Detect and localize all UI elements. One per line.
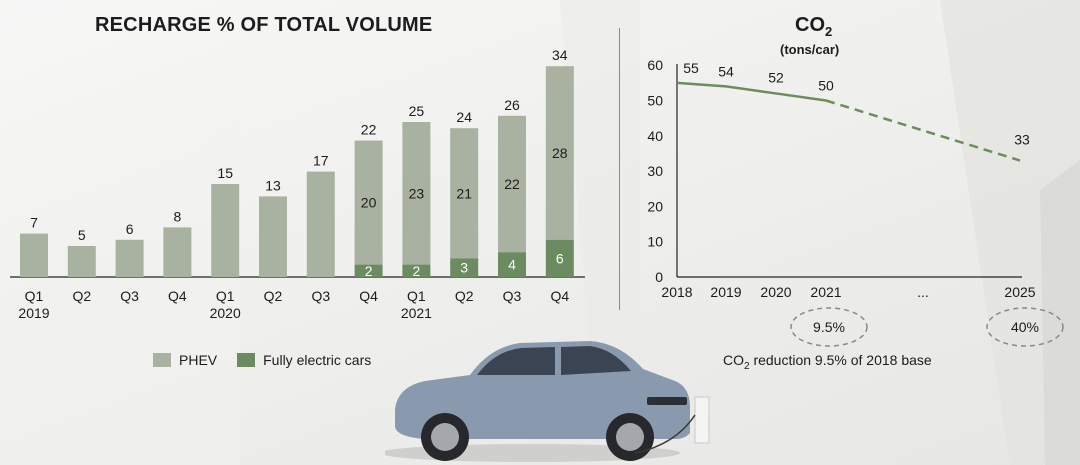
bar-year-label: 2019 xyxy=(18,305,49,321)
co2-value-label: 54 xyxy=(718,63,734,79)
bar-electric-label: 6 xyxy=(556,250,564,266)
y-tick-label: 50 xyxy=(647,93,663,109)
bar-electric-label: 4 xyxy=(508,257,516,273)
bar-electric xyxy=(354,264,383,277)
legend-label-electric: Fully electric cars xyxy=(263,352,372,368)
bar-phev-label: 21 xyxy=(456,185,472,201)
legend-swatch-phev xyxy=(153,353,171,367)
bar-electric xyxy=(545,239,574,277)
bar-chart-title: RECHARGE % OF TOTAL VOLUME xyxy=(95,14,433,36)
bar-electric-label: 3 xyxy=(460,260,468,276)
line-chart-units: (tons/car) xyxy=(780,42,840,57)
x-tick-label: 2019 xyxy=(710,284,741,300)
bar-quarter-label: Q4 xyxy=(168,288,187,304)
legend-label-phev: PHEV xyxy=(179,352,218,368)
co2-value-label: 33 xyxy=(1014,132,1030,148)
bar-total-label: 15 xyxy=(217,165,233,181)
bar-electric xyxy=(402,264,431,277)
ellipse-2025 xyxy=(986,307,1064,347)
legend-item-phev: PHEV xyxy=(153,352,217,368)
x-tick-label: 2018 xyxy=(661,284,692,300)
bar-total-label: 22 xyxy=(361,122,377,138)
bar-total-label: 34 xyxy=(552,47,568,63)
bar-phev xyxy=(306,171,335,277)
bar-total-label: 24 xyxy=(456,109,472,125)
bar-year-label: 2021 xyxy=(401,305,432,321)
bar-phev xyxy=(259,196,287,277)
x-tick-label: 2021 xyxy=(810,284,841,300)
line-chart-title: CO2 xyxy=(795,14,833,39)
reduction-2025-label: 40% xyxy=(1010,319,1040,335)
bar-phev-label: 22 xyxy=(504,176,520,192)
co2-value-label: 52 xyxy=(768,69,784,85)
bar-quarter-label: Q2 xyxy=(264,288,283,304)
bar-quarter-label: Q3 xyxy=(503,288,522,304)
bar-phev-label: 20 xyxy=(361,195,377,211)
bar-total-label: 17 xyxy=(313,153,329,169)
bar-phev xyxy=(545,66,574,240)
bar-total-label: 6 xyxy=(126,221,134,237)
bar-phev xyxy=(354,140,383,265)
bar-total-label: 13 xyxy=(265,177,281,193)
co2-value-label: 50 xyxy=(818,78,834,94)
bar-phev xyxy=(211,184,240,277)
bar-phev xyxy=(67,246,96,277)
recharge-bar-chart: 7Q120195Q26Q38Q415Q1202013Q217Q322022Q42… xyxy=(10,47,585,321)
y-tick-label: 60 xyxy=(647,57,663,73)
bar-electric-label: 2 xyxy=(365,263,373,279)
bar-total-label: 8 xyxy=(174,208,182,224)
car-illustration xyxy=(385,341,710,462)
bar-phev xyxy=(115,239,144,277)
bar-quarter-label: Q1 xyxy=(407,288,426,304)
bar-phev xyxy=(402,122,431,265)
y-tick-label: 20 xyxy=(647,198,663,214)
bar-electric-label: 2 xyxy=(413,263,421,279)
bar-phev xyxy=(163,227,192,277)
bar-total-label: 26 xyxy=(504,97,520,113)
bar-phev xyxy=(498,115,526,253)
co2-line-chart: 0 10 20 30 40 50 60 2018 2019 2020 2021... 2025 55 54… xyxy=(647,57,1035,300)
y-tick-label: 10 xyxy=(647,234,663,250)
y-tick-label: 40 xyxy=(647,128,663,144)
bar-total-label: 25 xyxy=(409,103,425,119)
bar-phev-label: 28 xyxy=(552,145,568,161)
bar-year-label: 2020 xyxy=(210,305,241,321)
chart-divider xyxy=(619,28,620,310)
bar-quarter-label: Q3 xyxy=(120,288,139,304)
bar-quarter-label: Q1 xyxy=(25,288,44,304)
legend-item-electric: Fully electric cars xyxy=(237,352,371,368)
bar-total-label: 7 xyxy=(30,215,38,231)
bar-quarter-label: Q2 xyxy=(72,288,91,304)
x-tick-label: 2020 xyxy=(760,284,791,300)
bar-total-label: 5 xyxy=(78,227,86,243)
bar-quarter-label: Q4 xyxy=(550,288,569,304)
ellipse-2021 xyxy=(790,307,868,347)
bar-phev xyxy=(450,128,479,259)
bar-quarter-label: Q1 xyxy=(216,288,235,304)
bar-quarter-label: Q2 xyxy=(455,288,474,304)
x-tick-label: 2025 xyxy=(1004,284,1035,300)
legend-swatch-electric xyxy=(237,353,256,367)
co2-value-label: 55 xyxy=(683,60,699,76)
y-tick-label: 0 xyxy=(655,269,663,285)
bar-chart-legend: PHEV Fully electric cars xyxy=(153,352,391,368)
co2-reduction-note: CO2 reduction 9.5% of 2018 base xyxy=(723,352,932,372)
co2-projection-line xyxy=(825,99,1021,162)
y-tick-label: 30 xyxy=(647,163,663,179)
bar-quarter-label: Q3 xyxy=(311,288,330,304)
reduction-2021-label: 9.5% xyxy=(813,319,845,335)
co2-series-line xyxy=(676,81,827,102)
bar-electric xyxy=(450,258,479,277)
bar-electric xyxy=(498,252,526,277)
bar-phev xyxy=(20,233,48,277)
bar-quarter-label: Q4 xyxy=(359,288,378,304)
x-tick-label: ... xyxy=(917,284,929,300)
bar-phev-label: 23 xyxy=(409,185,425,201)
